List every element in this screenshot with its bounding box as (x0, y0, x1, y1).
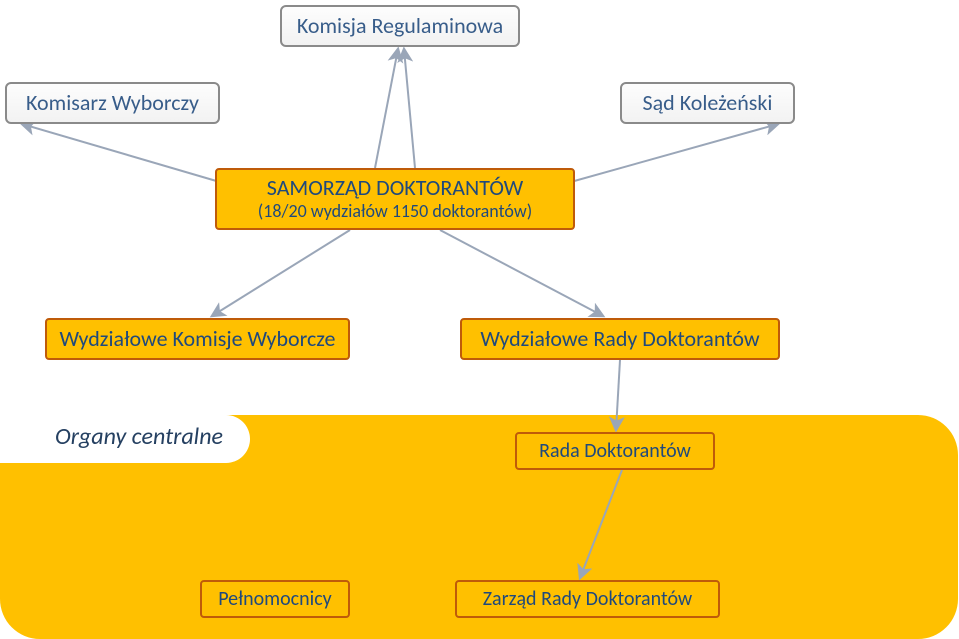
node-samorzad: SAMORZĄD DOKTORANTÓW (18/20 wydziałów 11… (215, 168, 575, 230)
arrow (375, 49, 398, 168)
node-label: Zarząd Rady Doktorantów (483, 587, 692, 611)
node-label: Wydziałowe Rady Doktorantów (480, 326, 759, 352)
node-wydz-komisje: Wydziałowe Komisje Wyborcze (45, 318, 350, 360)
arrow (22, 124, 230, 185)
node-sad-kolezenski: Sąd Koleżeński (620, 82, 795, 124)
node-label: Wydziałowe Komisje Wyborcze (60, 326, 336, 352)
arrow (212, 230, 350, 316)
label-organy-centralne: Organy centralne (55, 422, 223, 451)
node-komisja-regulaminowa: Komisja Regulaminowa (280, 5, 520, 47)
node-rada-doktorantow: Rada Doktorantów (515, 432, 715, 470)
node-label-line1: SAMORZĄD DOKTORANTÓW (267, 175, 524, 201)
arrow (560, 124, 778, 185)
node-zarzad: Zarząd Rady Doktorantów (455, 580, 720, 618)
arrow (440, 230, 603, 316)
node-wydz-rady: Wydziałowe Rady Doktorantów (460, 318, 780, 360)
node-komisarz-wyborczy: Komisarz Wyborczy (5, 82, 220, 124)
node-label: Komisja Regulaminowa (297, 13, 503, 39)
node-label-line2: (18/20 wydziałów 1150 doktorantów) (258, 201, 532, 223)
node-pelnomocnicy: Pełnomocnicy (200, 580, 350, 618)
arrow (404, 49, 415, 168)
node-label: Pełnomocnicy (218, 587, 331, 611)
node-label: Rada Doktorantów (539, 439, 691, 463)
node-label: Sąd Koleżeński (643, 90, 773, 116)
node-label: Komisarz Wyborczy (26, 90, 199, 116)
